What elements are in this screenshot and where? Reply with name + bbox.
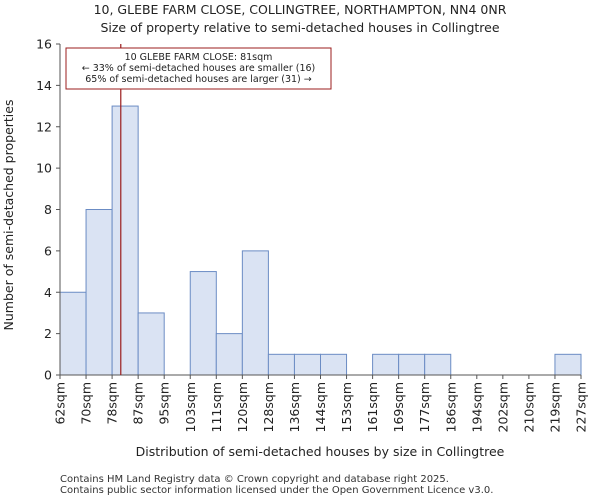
annotation-box — [65, 47, 332, 90]
bar-136sqm — [293, 353, 322, 376]
bar-111sqm — [215, 333, 243, 376]
y-tick-label: 0 — [44, 368, 52, 383]
x-tick-label: 227sqm — [574, 382, 589, 432]
x-tick-label: 219sqm — [547, 382, 562, 432]
x-tick-label: 161sqm — [365, 382, 380, 432]
bar-169sqm — [398, 353, 426, 376]
bar-78sqm — [111, 105, 139, 376]
x-axis-label: Distribution of semi-detached houses by … — [136, 444, 505, 459]
x-tick-label: 103sqm — [183, 382, 198, 432]
y-tick-label: 6 — [44, 243, 52, 258]
annotation-line-1: 10 GLEBE FARM CLOSE: 81sqm — [125, 52, 273, 63]
x-tick-label: 128sqm — [261, 382, 276, 432]
bar-120sqm — [241, 250, 269, 376]
y-axis-label: Number of semi-detached properties — [1, 100, 16, 331]
bar-62sqm — [59, 291, 87, 376]
x-tick-label: 210sqm — [521, 382, 536, 432]
bar-144sqm — [320, 353, 348, 376]
bar-177sqm — [424, 353, 452, 376]
bar-219sqm — [554, 353, 582, 376]
x-tick-label: 120sqm — [235, 382, 250, 432]
x-tick-label: 136sqm — [287, 382, 302, 432]
footer-line-1: Contains HM Land Registry data © Crown c… — [60, 474, 449, 485]
x-tick-label: 78sqm — [105, 382, 120, 425]
y-tick-label: 4 — [44, 285, 52, 300]
chart-title-line-2: Size of property relative to semi-detach… — [100, 20, 499, 35]
bar-128sqm — [267, 353, 295, 376]
annotation-line-3: 65% of semi-detached houses are larger (… — [85, 74, 312, 85]
x-tick-label: 144sqm — [313, 382, 328, 432]
plot-area: 0 2 4 6 8 10 12 14 16 62sqm 70sqm 78sqm 87sqm 95sqm 10… — [36, 37, 588, 433]
x-tick-label: 111sqm — [209, 382, 224, 432]
x-tick-label: 177sqm — [417, 382, 432, 432]
y-tick-label: 8 — [44, 202, 52, 217]
bar-70sqm — [85, 209, 113, 376]
x-tick-label: 169sqm — [391, 382, 406, 432]
x-tick-label: 87sqm — [131, 382, 146, 425]
bar-87sqm — [137, 312, 165, 376]
x-tick-label: 153sqm — [339, 382, 354, 432]
bar-161sqm — [372, 353, 400, 376]
footer-line-2: Contains public sector information licen… — [60, 485, 494, 496]
x-tick-label: 202sqm — [495, 382, 510, 432]
x-tick-label: 186sqm — [443, 382, 458, 432]
annotation-line-2: ← 33% of semi-detached houses are smalle… — [82, 63, 316, 74]
bar-103sqm — [189, 271, 217, 376]
y-tick-label: 12 — [36, 119, 52, 134]
x-tick-label: 194sqm — [469, 382, 484, 432]
y-tick-label: 16 — [36, 37, 52, 52]
x-tick-label: 62sqm — [53, 382, 68, 425]
x-tick-label: 95sqm — [157, 382, 172, 425]
chart-title-line-1: 10, GLEBE FARM CLOSE, COLLINGTREE, NORTH… — [94, 2, 507, 17]
x-tick-label: 70sqm — [79, 382, 94, 425]
y-tick-label: 14 — [36, 78, 52, 93]
y-tick-label: 2 — [44, 326, 52, 341]
y-tick-label: 10 — [36, 161, 52, 176]
